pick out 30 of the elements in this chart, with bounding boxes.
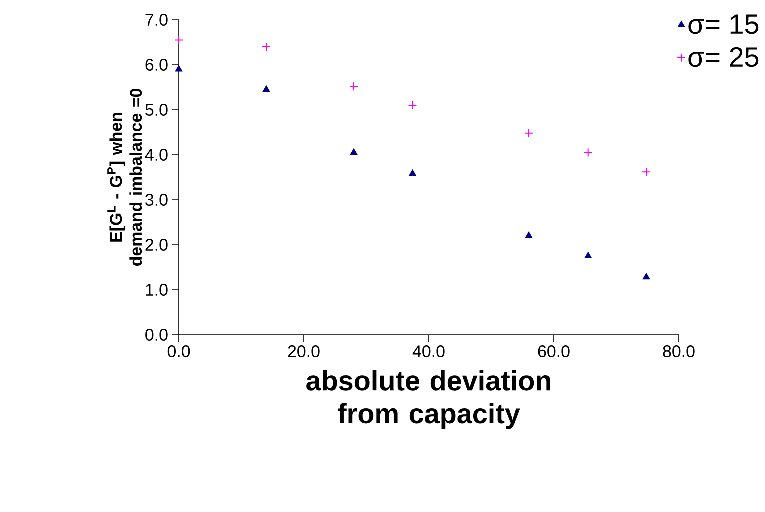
y-tick-label: 6.0: [146, 59, 168, 72]
point: [584, 148, 593, 158]
x-tick-label: 0.0: [168, 346, 190, 358]
x-tick-label: 80.0: [663, 346, 695, 358]
point: [350, 148, 358, 155]
point: [584, 252, 592, 258]
legend-label: σ= 25: [688, 47, 759, 68]
point: [175, 66, 183, 72]
y-tick-label: 2.0: [146, 239, 168, 251]
x-tick-label: 40.0: [412, 346, 445, 358]
y-tick-label: 3.0: [146, 194, 168, 206]
legend-label: σ= 15: [688, 14, 759, 34]
x-tick-label: 60.0: [538, 346, 570, 358]
point: [642, 273, 650, 280]
point: [525, 232, 533, 238]
point: [408, 101, 418, 110]
point: [262, 42, 271, 52]
x-tick-label: 20.0: [288, 346, 320, 358]
point: [409, 170, 416, 176]
point: [350, 82, 358, 92]
point: [174, 36, 184, 45]
point: [642, 168, 651, 177]
y-tick-label: 5.0: [146, 104, 168, 116]
point: [262, 86, 270, 92]
y-tick-label: 1.0: [146, 284, 168, 296]
x-axis-title: absolute deviation from capacity: [306, 370, 550, 430]
y-tick-label: 4.0: [145, 149, 168, 162]
y-tick-label: 0.0: [146, 329, 168, 341]
y-tick-label: 7.0: [146, 14, 168, 26]
point: [524, 128, 534, 138]
